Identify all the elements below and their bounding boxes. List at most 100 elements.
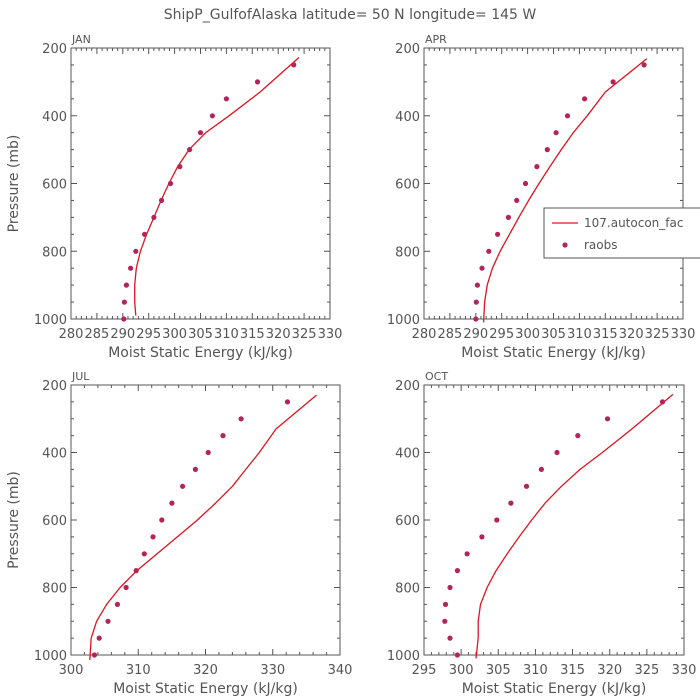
legend-box: [543, 207, 700, 259]
jan-raobs-point: [197, 130, 204, 136]
jul-raobs-point: [180, 483, 186, 489]
legend-marker-label: raobs: [584, 238, 618, 252]
jan-raobs-point: [151, 214, 157, 220]
apr-raobs-point: [553, 130, 559, 136]
jan-raobs-point: [254, 79, 261, 85]
jan-x-axis-label: Moist Static Energy (kJ/kg): [108, 345, 293, 361]
apr-raobs-point: [495, 231, 501, 237]
oct-ytick-label: 800: [395, 582, 420, 597]
apr-raobs-point: [474, 282, 480, 288]
apr-raobs-point: [641, 62, 647, 68]
apr-xtick-label: 315: [593, 327, 618, 342]
jan-xtick-label: 305: [188, 327, 213, 342]
apr-raobs-point: [486, 248, 492, 254]
jan-model-line: [134, 57, 300, 316]
apr-xtick-label: 330: [671, 327, 696, 342]
jul-raobs-point: [105, 618, 111, 624]
jul-model-line: [89, 394, 317, 661]
oct-xtick-label: 310: [523, 663, 548, 678]
apr-ytick-label: 600: [395, 178, 420, 193]
oct-xtick-label: 325: [634, 663, 659, 678]
jan-raobs-point: [187, 147, 193, 153]
apr-raobs-point: [479, 265, 485, 271]
jul-raobs-point: [238, 416, 244, 422]
jul-raobs-point: [96, 635, 102, 641]
jul-ytick-label: 600: [42, 514, 67, 529]
oct-ytick-label: 1000: [387, 649, 420, 664]
apr-raobs-point: [610, 79, 616, 85]
jan-raobs-point: [291, 62, 297, 68]
panel-oct: OCT 295 300 305 310 315 320 325 330 200 400 600 800 1…: [387, 370, 697, 697]
jan-xtick-label: 330: [318, 327, 343, 342]
jul-raobs-point: [141, 551, 147, 557]
apr-model-line: [482, 58, 648, 323]
apr-xtick-label: 300: [515, 327, 540, 342]
oct-raobs-point: [447, 635, 453, 641]
jan-xtick-label: 320: [266, 327, 291, 342]
apr-raobs-point: [544, 147, 550, 153]
jul-raobs-point: [114, 601, 120, 608]
oct-raobs-point: [494, 517, 500, 523]
jul-plot-frame: [70, 384, 341, 656]
jan-xtick-label: 315: [240, 327, 265, 342]
jul-raobs-point: [192, 466, 198, 472]
jan-ytick-label: 1000: [34, 313, 67, 328]
legend: 107.autocon_fac raobs: [543, 207, 700, 259]
apr-raobs-point: [473, 316, 479, 322]
jul-xtick-label: 300: [59, 663, 84, 678]
apr-xtick-label: 305: [541, 327, 566, 342]
jul-xtick-label: 330: [260, 663, 285, 678]
jan-xtick-label: 290: [110, 327, 135, 342]
jan-ytick-label: 200: [42, 42, 67, 57]
oct-raobs-point: [442, 601, 449, 608]
oct-x-axis-label: Moist Static Energy (kJ/kg): [462, 681, 647, 697]
apr-panel-label: APR: [425, 33, 447, 46]
jan-plot-frame: [70, 47, 331, 320]
jul-ytick-label: 200: [42, 379, 67, 394]
oct-raobs-point: [538, 466, 545, 472]
jul-raobs-point: [205, 449, 211, 456]
jul-xtick-label: 310: [126, 663, 151, 678]
jan-raobs-point: [121, 299, 127, 305]
apr-raobs-point: [582, 96, 588, 102]
jan-xtick-label: 300: [162, 327, 187, 342]
legend-marker-swatch: [562, 242, 568, 248]
legend-line-label: 107.autocon_fac: [584, 216, 683, 230]
oct-ytick-label: 600: [395, 514, 420, 529]
jan-ytick-label: 800: [42, 245, 67, 260]
jul-raobs-point: [91, 652, 98, 658]
jan-xtick-label: 325: [292, 327, 317, 342]
jan-panel-label: JAN: [71, 33, 91, 46]
apr-plot-frame: [423, 47, 684, 320]
jul-raobs-point: [159, 517, 165, 523]
jan-raobs-point: [167, 180, 174, 187]
jan-ytick-label: 400: [42, 110, 67, 125]
jan-raobs-point: [128, 265, 134, 271]
oct-raobs-point: [454, 652, 460, 658]
apr-xtick-label: 295: [489, 327, 514, 342]
oct-raobs-point: [604, 416, 611, 422]
oct-ytick-label: 400: [395, 447, 420, 462]
jul-raobs-point: [133, 568, 139, 574]
jan-raobs-point: [142, 231, 148, 237]
jul-panel-label: JUL: [71, 370, 90, 383]
apr-xtick-label: 310: [567, 327, 592, 342]
jan-y-axis-label: Pressure (mb): [6, 135, 22, 233]
jul-raobs-point: [284, 399, 291, 405]
apr-ytick-label: 200: [395, 42, 420, 57]
jan-xtick-label: 280: [59, 327, 84, 342]
oct-xtick-label: 320: [597, 663, 622, 678]
oct-ytick-label: 200: [395, 379, 420, 394]
apr-xtick-label: 320: [619, 327, 644, 342]
jul-xtick-label: 320: [193, 663, 218, 678]
jan-raobs-point: [133, 248, 139, 254]
jan-raobs-point: [123, 282, 129, 288]
jul-ytick-label: 400: [42, 447, 67, 462]
oct-raobs-point: [442, 618, 448, 624]
oct-raobs-point: [523, 483, 530, 489]
jul-xtick-label: 340: [328, 663, 353, 678]
oct-raobs-point: [659, 399, 666, 405]
apr-raobs-point: [514, 197, 520, 203]
apr-raobs-point: [522, 180, 529, 187]
